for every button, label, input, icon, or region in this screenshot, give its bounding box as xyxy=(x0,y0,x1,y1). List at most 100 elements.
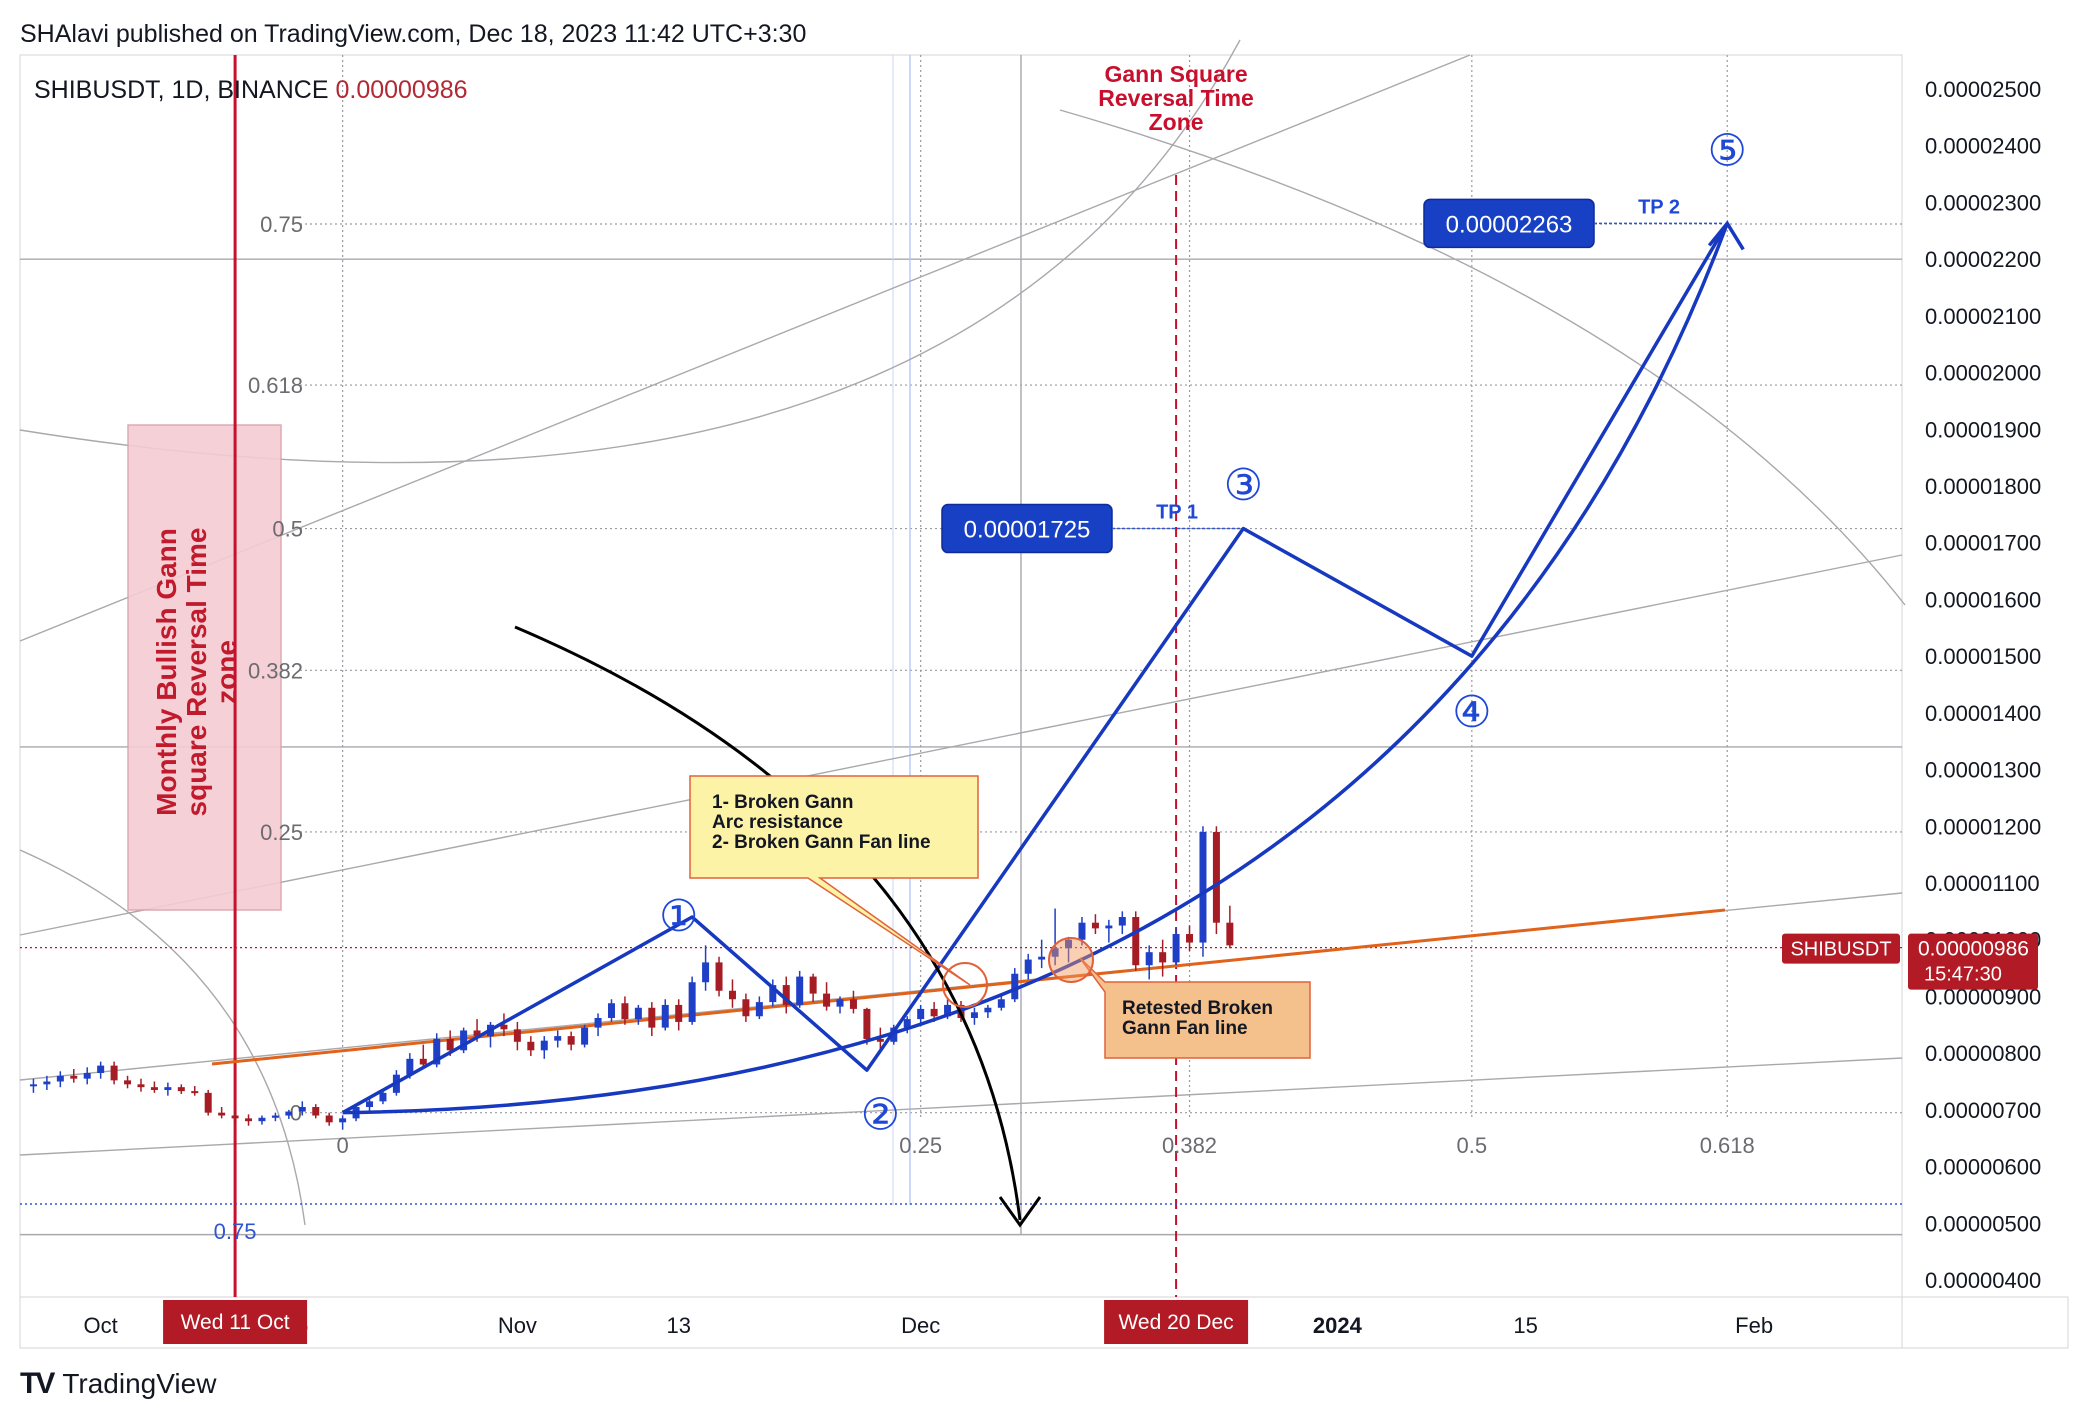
price-tick-label: 0.00002100 xyxy=(1925,304,2041,329)
time-axis-panel xyxy=(19,1296,2069,1349)
candle-body xyxy=(1159,952,1167,963)
price-tick-label: 0.00001900 xyxy=(1925,417,2041,442)
fib-time-label: 0 xyxy=(337,1133,349,1158)
monthly-zone-text: zone xyxy=(211,640,242,704)
note-yellow-text: Arc resistance xyxy=(712,812,843,833)
price-tick-label: 0.00002300 xyxy=(1925,190,2041,215)
candle-body xyxy=(1078,922,1086,940)
tradingview-logo-icon: TV xyxy=(20,1367,55,1400)
last-price-symbol: SHIBUSDT xyxy=(1790,939,1891,961)
candle-body xyxy=(245,1118,253,1122)
candle-body xyxy=(1132,917,1140,966)
candle-body xyxy=(406,1058,414,1075)
candle-body xyxy=(513,1029,521,1042)
target-price-text: 0.00002263 xyxy=(1446,211,1573,238)
candle-body xyxy=(271,1115,279,1118)
highlight-date-text: Wed 11 Oct xyxy=(181,1311,290,1334)
price-tick-label: 0.00000400 xyxy=(1925,1268,2041,1293)
gann-fan-line xyxy=(19,1057,1903,1156)
time-tick-label: Feb xyxy=(1735,1313,1773,1338)
candle-body xyxy=(1051,948,1059,957)
tp-label: TP 2 xyxy=(1638,196,1680,218)
candle-body xyxy=(823,993,831,1007)
candle-body xyxy=(876,1038,884,1042)
note-yellow-text: 2- Broken Gann Fan line xyxy=(712,832,931,853)
candle-body xyxy=(634,1007,642,1020)
price-tick-label: 0.00000800 xyxy=(1925,1041,2041,1066)
candle-body xyxy=(661,1004,669,1028)
candle-body xyxy=(218,1112,226,1116)
candle-body xyxy=(298,1107,306,1112)
price-tick-label: 0.00002200 xyxy=(1925,247,2041,272)
price-tick-label: 0.00001400 xyxy=(1925,701,2041,726)
last-price-box xyxy=(1908,933,2038,990)
candle-body xyxy=(325,1115,333,1123)
candle-body xyxy=(1038,956,1046,960)
price-tick-label: 0.00001100 xyxy=(1925,871,2040,896)
candle-body xyxy=(1186,934,1194,943)
candle-body xyxy=(903,1019,911,1028)
gann-fan-line xyxy=(19,554,1903,936)
elliott-wave-path xyxy=(341,222,1729,1115)
candle-body xyxy=(944,1004,952,1017)
price-tick-label: 0.00002000 xyxy=(1925,361,2041,386)
candle-body xyxy=(366,1101,374,1108)
candle-body xyxy=(755,1002,763,1017)
reversal-zone-title: Reversal Time xyxy=(1098,85,1254,111)
symbol-last-price: 0.00000986 xyxy=(335,76,468,104)
fib-price-label: 0.25 xyxy=(260,820,303,845)
reversal-zone-title: Zone xyxy=(1149,109,1204,135)
price-tick-label: 0.00000600 xyxy=(1925,1155,2041,1180)
candle-body xyxy=(809,976,817,994)
fib-extra-label: 0.75 xyxy=(214,1219,257,1244)
candle-body xyxy=(527,1041,535,1051)
highlight-date-box xyxy=(163,1300,308,1344)
candle-body xyxy=(379,1092,387,1102)
candle-body xyxy=(285,1111,293,1116)
plot-area xyxy=(19,54,1903,1298)
candle-body xyxy=(863,1008,871,1039)
time-tick-label: Dec xyxy=(901,1313,940,1338)
price-tick-label: 0.00001200 xyxy=(1925,814,2041,839)
candle-body xyxy=(70,1075,78,1079)
fib-price-label: 0.5 xyxy=(272,517,303,542)
highlight-date-box xyxy=(1104,1300,1249,1344)
candle-body xyxy=(594,1017,602,1028)
monthly-zone-text: square Reversal Time xyxy=(181,528,212,817)
target-price-text: 0.00001725 xyxy=(964,517,1091,544)
price-tick-label: 0.00001500 xyxy=(1925,644,2041,669)
fib-time-label: 0.25 xyxy=(899,1133,942,1158)
candle-body xyxy=(607,1003,615,1018)
candle-body xyxy=(997,999,1005,1008)
gann-arc xyxy=(1059,109,1906,606)
candle-body xyxy=(581,1027,589,1045)
fib-price-label: 0.382 xyxy=(248,658,303,683)
candle-body xyxy=(688,982,696,1022)
retest-marker xyxy=(1048,937,1094,983)
candle-body xyxy=(191,1091,199,1094)
candle-body xyxy=(1212,831,1220,923)
candle-body xyxy=(1145,952,1153,966)
candle-body xyxy=(446,1038,454,1051)
monthly-zone-label: Monthly Bullish Gann square Reversal Time… xyxy=(151,528,242,817)
price-tick-label: 0.00001800 xyxy=(1925,474,2041,499)
candle-body xyxy=(56,1075,64,1082)
bar-countdown: 15:47:30 xyxy=(1924,964,2002,986)
candle-body xyxy=(554,1036,562,1041)
fib-price-label: 0 xyxy=(290,1101,302,1126)
gann-arc xyxy=(19,39,1241,464)
candle-body xyxy=(970,1012,978,1018)
wave-number-label: ④ xyxy=(1452,688,1491,737)
candle-body xyxy=(984,1007,992,1013)
note-orange-text: Retested Broken xyxy=(1122,998,1273,1019)
candle-body xyxy=(1065,939,1073,949)
price-tick-label: 0.00001300 xyxy=(1925,758,2041,783)
tp-label: TP 1 xyxy=(1156,502,1198,524)
candle-body xyxy=(43,1081,51,1085)
price-tick-label: 0.00001600 xyxy=(1925,587,2041,612)
price-tick-label: 0.00002400 xyxy=(1925,134,2041,159)
tradingview-brand[interactable]: TV TradingView xyxy=(20,1367,216,1401)
wave-number-label: ③ xyxy=(1224,461,1263,510)
candle-body xyxy=(540,1040,548,1051)
fib-price-label: 0.618 xyxy=(248,373,303,398)
